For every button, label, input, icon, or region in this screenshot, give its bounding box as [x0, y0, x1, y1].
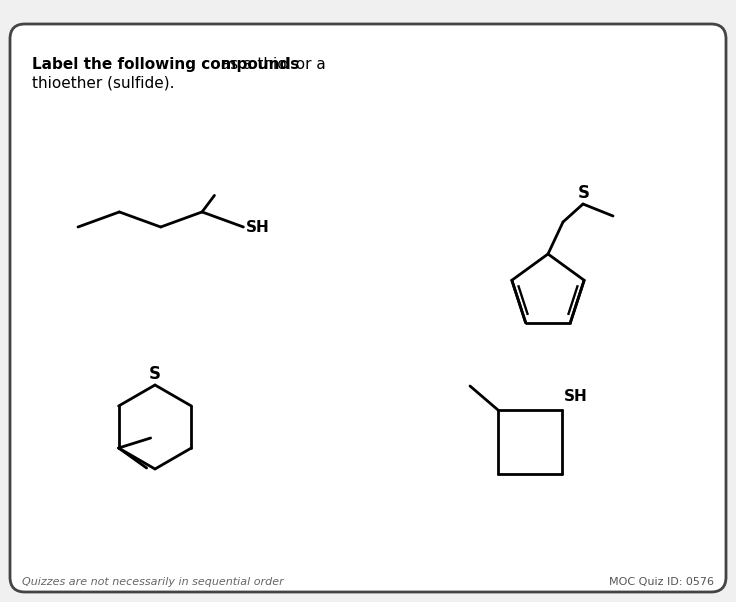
Text: S: S [149, 365, 161, 383]
Text: SH: SH [245, 220, 269, 235]
Text: as a thiol or a: as a thiol or a [216, 57, 326, 72]
Text: MOC Quiz ID: 0576: MOC Quiz ID: 0576 [609, 577, 714, 587]
Text: SH: SH [564, 389, 588, 404]
FancyBboxPatch shape [10, 24, 726, 592]
Text: Label the following compounds: Label the following compounds [32, 57, 300, 72]
Text: thioether (sulfide).: thioether (sulfide). [32, 75, 174, 90]
Text: S: S [578, 184, 590, 202]
Text: Quizzes are not necessarily in sequential order: Quizzes are not necessarily in sequentia… [22, 577, 284, 587]
